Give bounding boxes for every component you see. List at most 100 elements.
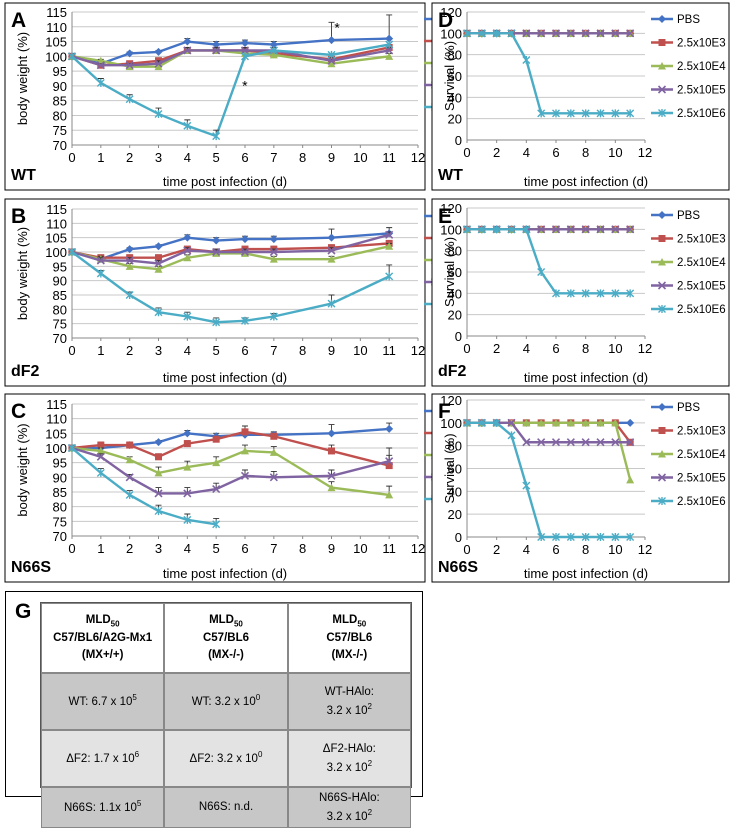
cell-line: 3.2 x 102 [326,758,373,774]
data-point [385,40,394,49]
data-point [212,132,221,141]
data-point [269,255,278,263]
x-tick-label: 10 [353,541,367,556]
legend-entry: 2.5x10E3 [651,38,726,50]
data-point [125,49,134,58]
y-tick-label: 40 [448,90,462,105]
data-point [125,291,134,299]
cell-line: WT-HAlo: [324,685,374,698]
chart-panel-d: 0 20 40 60 80 100 120 0 2 4 6 8 10 12 time post infect… [431,2,730,191]
data-point [154,308,163,317]
data-point [96,78,105,87]
data-point [183,233,192,242]
x-tick-label: 6 [241,343,248,358]
data-point [507,418,516,427]
data-point [154,47,163,56]
y-tick-label: 115 [46,202,67,217]
data-point [269,247,278,257]
data-point [269,448,278,456]
data-point [463,29,471,38]
y-tick-label: 40 [448,484,462,499]
data-point [183,246,192,255]
data-point [327,255,336,263]
legend-entry: 2.5x10E6 [651,496,726,508]
data-point [269,46,278,55]
x-tick-label: 4 [184,343,191,358]
legend-entry: PBS [651,402,700,414]
legend-entry: 2.5x10E4 [651,61,726,73]
data-point [566,289,575,298]
data-point [385,462,393,470]
data-point [522,481,531,490]
x-tick-label: 5 [213,541,220,556]
data-point [327,483,336,492]
x-tick-label: 0 [68,541,75,556]
strain-label: dF2 [11,363,40,380]
series-line [71,233,390,265]
legend-label: 2.5x10E6 [677,108,726,120]
series-2.5x10E6 [68,248,394,327]
data-point [385,272,394,281]
table-cell: WT-HAlo: 3.2 x 102 [287,673,411,730]
y-tick-label: 0 [455,530,462,545]
legend-label: 2.5x10E5 [677,85,726,97]
x-tick-label: 6 [241,541,248,556]
series-2.5x10E6 [463,418,635,541]
data-point [154,507,163,516]
y-tick-label: 60 [448,265,462,280]
x-tick-label: 0 [68,150,75,165]
data-point [566,533,575,541]
data-point [327,246,336,255]
panel-label: A [11,9,26,32]
y-tick-label: 20 [448,507,462,522]
legend-entry: 2.5x10E5 [651,281,726,293]
y-tick-label: 80 [53,108,67,123]
chart-panel-e: 0 20 40 60 80 100 120 0 2 4 6 8 10 12 time post infect… [431,198,730,387]
table-header-2: MLD50 C57/BL6 (MX-/-) [164,603,288,673]
data-point [241,428,249,436]
data-point [125,245,134,254]
header-line: C57/BL6/A2G-Mx1 [53,632,153,645]
x-axis-label: time post infection (d) [163,566,287,581]
legend-marker [658,235,666,242]
data-point [551,29,561,38]
legend-entry: 2.5x10E5 [651,85,726,97]
data-point [522,225,531,234]
legend-label: PBS [677,210,700,222]
x-tick-label: 8 [299,150,306,165]
data-point [463,418,471,427]
legend-label: 2.5x10E3 [677,38,726,50]
x-tick-label: 11 [382,541,396,556]
strain-label: WT [11,167,36,184]
legend-marker [657,473,667,482]
data-point [125,490,134,499]
data-point [327,59,336,68]
y-tick-label: 70 [53,138,67,153]
y-tick-label: 100 [45,245,67,260]
table-cell: WT: 6.7 x 105 [41,673,165,730]
mld50-table: MLD50 C57/BL6/A2G-Mx1 (MX+/+) MLD50 C57/BL6 (… [40,602,412,828]
legend-label: PBS [677,402,700,414]
legend-marker [658,39,666,46]
data-point [212,247,221,257]
data-point [126,441,134,449]
x-tick-label: 9 [328,343,335,358]
data-point [212,318,221,327]
data-point [522,29,531,38]
data-point [241,316,249,325]
y-tick-label: 120 [440,5,462,20]
y-tick-label: 0 [455,133,462,148]
y-tick-label: 110 [46,20,67,35]
y-axis-label: body weight (%) [15,32,30,125]
table-cell: N66S-HAlo: 3.2 x 102 [287,787,411,828]
legend-entry: PBS [651,210,700,222]
x-tick-label: 12 [411,343,425,358]
data-point [507,29,516,38]
mld50-table-panel: MLD50 C57/BL6/A2G-Mx1 (MX+/+) MLD50 C57/BL6 (… [5,591,423,828]
data-point [611,29,620,38]
series-line [467,421,631,539]
data-point [183,489,192,498]
y-tick-label: 0 [455,329,462,344]
y-tick-label: 110 [46,216,67,231]
legend-entry: 2.5x10E3 [651,426,726,438]
